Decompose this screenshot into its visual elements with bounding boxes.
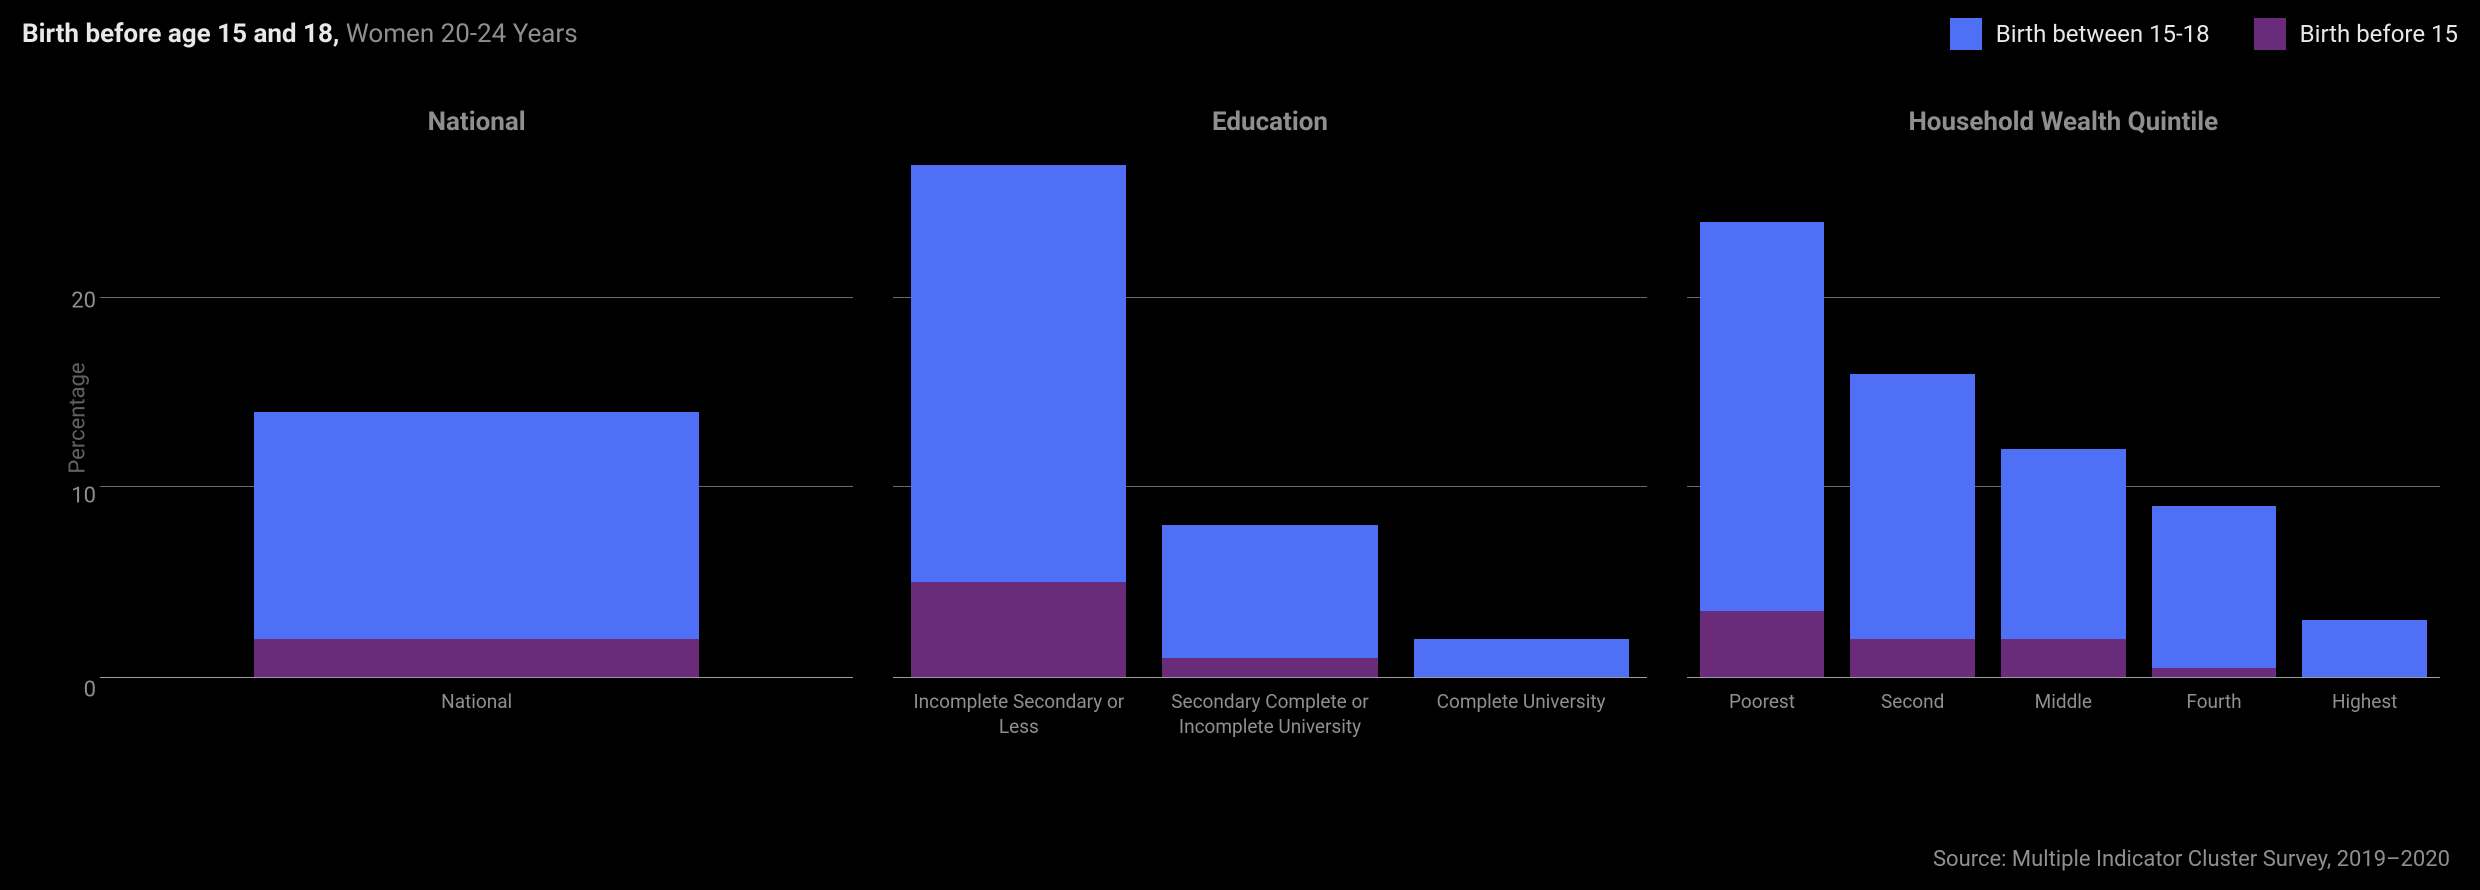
x-label: Fourth [2139, 690, 2290, 715]
legend-item-lower: Birth before 15 [2254, 18, 2458, 50]
y-tick: 10 [71, 483, 96, 508]
chart-container: Birth before age 15 and 18, Women 20-24 … [0, 0, 2480, 890]
bar-segment-lower [2001, 639, 2126, 677]
plot-area [893, 146, 1646, 678]
bar-segment-upper [1700, 222, 1825, 611]
bar-segment-upper [254, 412, 699, 640]
stacked-bar [254, 412, 699, 678]
bar-segment-upper [2001, 449, 2126, 639]
stacked-bar [2302, 620, 2427, 677]
stacked-bar [1850, 374, 1975, 677]
header: Birth before age 15 and 18, Women 20-24 … [22, 18, 2458, 50]
plot-area [100, 146, 853, 678]
bars-zone [100, 146, 853, 677]
legend: Birth between 15-18 Birth before 15 [1950, 18, 2458, 50]
bars-zone [1687, 146, 2440, 677]
bar-segment-lower [254, 639, 699, 677]
panel-title: Household Wealth Quintile [1687, 98, 2440, 146]
y-axis-label: Percentage [66, 362, 91, 473]
x-label: Second [1837, 690, 1988, 715]
y-tick: 0 [84, 678, 96, 703]
x-label: Middle [1988, 690, 2139, 715]
bar-segment-upper [1850, 374, 1975, 639]
bar-slot [1396, 146, 1647, 677]
chart-title: Birth before age 15 and 18, Women 20-24 … [22, 19, 578, 49]
x-label: National [100, 690, 853, 715]
stacked-bar [1414, 639, 1629, 677]
legend-swatch-upper [1950, 18, 1982, 50]
panel-national: National National [100, 98, 853, 770]
legend-item-upper: Birth between 15-18 [1950, 18, 2210, 50]
bar-segment-upper [2302, 620, 2427, 677]
bar-slot [100, 146, 853, 677]
stacked-bar [1700, 222, 1825, 677]
bar-segment-lower [911, 582, 1126, 677]
legend-label-upper: Birth between 15-18 [1996, 20, 2210, 48]
plot-area [1687, 146, 2440, 678]
bar-slot [1687, 146, 1838, 677]
x-label: Secondary Complete or Incomplete Univers… [1144, 690, 1395, 739]
source-text: Source: Multiple Indicator Cluster Surve… [1933, 847, 2450, 872]
bar-segment-upper [2152, 506, 2277, 667]
stacked-bar [1162, 525, 1377, 677]
stacked-bar [2001, 449, 2126, 677]
title-sub: Women 20-24 Years [346, 19, 578, 49]
legend-label-lower: Birth before 15 [2300, 20, 2458, 48]
x-label: Highest [2289, 690, 2440, 715]
bar-slot [2139, 146, 2290, 677]
bar-slot [1988, 146, 2139, 677]
y-axis: Percentage 01020 [60, 146, 96, 690]
x-labels: Incomplete Secondary or LessSecondary Co… [893, 690, 1646, 770]
bar-slot [1144, 146, 1395, 677]
x-label: Poorest [1687, 690, 1838, 715]
bar-segment-lower [1850, 639, 1975, 677]
bars-zone [893, 146, 1646, 677]
bar-segment-upper [1162, 525, 1377, 658]
y-tick: 20 [71, 289, 96, 314]
bar-segment-lower [2152, 668, 2277, 677]
bar-segment-upper [1414, 639, 1629, 677]
bar-slot [1837, 146, 1988, 677]
stacked-bar [2152, 506, 2277, 677]
x-labels: National [100, 690, 853, 770]
panel-wealth: Household Wealth Quintile PoorestSecondMi… [1687, 98, 2440, 770]
panel-title: Education [893, 98, 1646, 146]
title-bold: Birth before age 15 and 18, [22, 19, 339, 49]
stacked-bar [911, 165, 1126, 677]
x-label: Complete University [1396, 690, 1647, 715]
x-label: Incomplete Secondary or Less [893, 690, 1144, 739]
x-labels: PoorestSecondMiddleFourthHighest [1687, 690, 2440, 770]
legend-swatch-lower [2254, 18, 2286, 50]
bar-slot [2289, 146, 2440, 677]
bar-slot [893, 146, 1144, 677]
panel-title: National [100, 98, 853, 146]
panel-education: Education Incomplete Secondary or LessSec… [893, 98, 1646, 770]
bar-segment-lower [1700, 611, 1825, 677]
panels: National National Education Incomplete Seco… [100, 98, 2440, 770]
bar-segment-lower [1162, 658, 1377, 677]
bar-segment-upper [911, 165, 1126, 582]
